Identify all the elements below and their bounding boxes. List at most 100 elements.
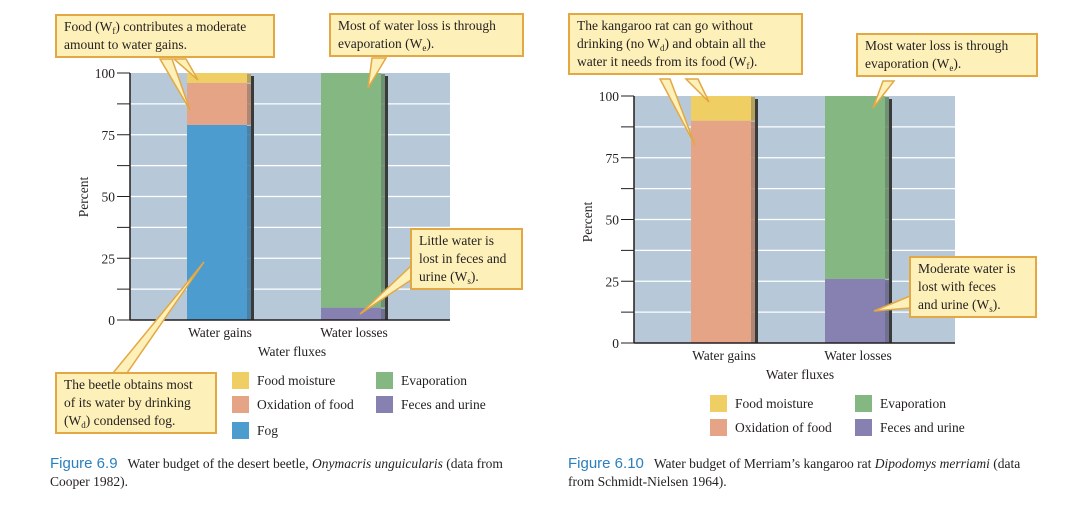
legend-label: Oxidation of food <box>735 419 832 435</box>
callout-line: (Wd) condensed fog. <box>64 412 208 430</box>
bar-side-food-moisture <box>751 97 755 121</box>
legend-item-oxidation: Oxidation of food <box>710 419 832 436</box>
callout-text: ). <box>426 36 435 51</box>
legend-label: Evaporation <box>880 395 946 411</box>
callout-line: lost with feces <box>918 278 1028 296</box>
x-category-label: Water gains <box>188 325 252 340</box>
bar-segment-oxidation <box>187 82 247 125</box>
callout-text: ) and obtain all the <box>664 36 766 51</box>
legend-swatch <box>232 396 249 413</box>
legend-swatch <box>376 396 393 413</box>
callout-pointer <box>158 58 191 111</box>
legend-item-fog: Fog <box>232 422 278 439</box>
callout-text: lost in feces and <box>419 251 507 266</box>
callout-line: amount to water gains. <box>64 36 266 54</box>
callout-text: Most of water loss is through <box>338 18 496 33</box>
caption-figure-6-9: Figure 6.9 Water budget of the desert bee… <box>50 455 503 489</box>
bar-segment-food-moisture <box>187 73 247 83</box>
legend-label: Food moisture <box>257 372 336 388</box>
callout-feces-loss: Little water is lost in feces and urine (W… <box>410 228 523 290</box>
callout-line: water it needs from its food (Wf). <box>577 53 794 71</box>
subscript: e <box>949 63 954 73</box>
legend-item-evaporation: Evaporation <box>855 395 946 412</box>
y-tick-label: 25 <box>102 251 116 266</box>
legend-item-evaporation: Evaporation <box>376 372 467 389</box>
callout-line: The beetle obtains most <box>64 376 208 394</box>
bar-side-evaporation <box>885 97 889 279</box>
legend-swatch <box>855 395 872 412</box>
callout-pointer <box>172 58 199 81</box>
legend-swatch <box>376 372 393 389</box>
bar-shadow <box>385 76 388 320</box>
bar-side-evaporation <box>381 74 385 308</box>
x-category-label: Water gains <box>692 348 756 363</box>
callout-text: The kangaroo rat can go without <box>577 18 753 33</box>
callout-text: water it needs from its food (W <box>577 54 747 69</box>
subscript: f <box>746 61 750 71</box>
x-category-label: Water losses <box>320 325 388 340</box>
callout-feces-loss-rat: Moderate water is lost with feces and urin… <box>909 256 1037 318</box>
bar-side-oxidation <box>751 121 755 343</box>
legend-label: Feces and urine <box>401 396 486 412</box>
subscript: f <box>112 26 116 36</box>
figure-label: Figure 6.10 <box>568 455 644 472</box>
bar-side-feces <box>885 279 889 343</box>
callout-text: urine (W <box>419 269 468 284</box>
callout-pointer <box>684 78 710 103</box>
caption-figure-6-10: Figure 6.10 Water budget of Merriam’s kan… <box>568 455 1021 489</box>
callout-text: amount to water gains. <box>64 37 187 52</box>
legend-label: Evaporation <box>401 372 467 388</box>
callout-line: Food (Wf) contributes a moderate <box>64 18 266 36</box>
callout-text: evaporation (W <box>865 56 950 71</box>
callout-line: and urine (Ws). <box>918 296 1028 314</box>
figure-label: Figure 6.9 <box>50 455 118 472</box>
x-axis-title: Water fluxes <box>766 367 834 382</box>
bar-side-fog <box>247 125 251 321</box>
callout-line: urine (Ws). <box>419 268 514 286</box>
legend-swatch <box>710 395 727 412</box>
bar-side-oxidation <box>247 83 251 125</box>
y-tick-label: 50 <box>102 190 116 205</box>
y-axis-title: Percent <box>76 177 91 218</box>
callout-text: lost with feces <box>918 279 996 294</box>
subscript: d <box>660 43 665 53</box>
callout-kangaroo-rat-food: The kangaroo rat can go without drinking … <box>568 13 803 75</box>
bar-segment-fog <box>187 124 247 321</box>
subscript: d <box>81 420 86 430</box>
bar-segment-evaporation <box>825 96 885 279</box>
bar-shadow <box>889 99 892 343</box>
callout-line: Most of water loss is through <box>338 17 515 35</box>
callout-text: (W <box>64 413 82 428</box>
y-tick-label: 50 <box>606 213 620 228</box>
callout-text: ) contributes a moderate <box>115 19 247 34</box>
x-category-label: Water losses <box>824 348 892 363</box>
subscript: s <box>989 304 993 314</box>
callout-text: and urine (W <box>918 297 990 312</box>
callout-text: ). <box>470 269 479 284</box>
callout-text: Moderate water is <box>918 261 1016 276</box>
callout-text: ). <box>749 54 758 69</box>
bar-segment-evaporation <box>321 73 381 308</box>
callout-text: of its water by drinking <box>64 395 191 410</box>
callout-pointer <box>658 78 696 146</box>
callout-line: lost in feces and <box>419 250 514 268</box>
legend-label: Food moisture <box>735 395 814 411</box>
y-tick-label: 75 <box>606 151 620 166</box>
y-tick-label: 75 <box>102 128 116 143</box>
callout-text: Food (W <box>64 19 113 34</box>
callout-line: Moderate water is <box>918 260 1028 278</box>
bar-side-food-moisture <box>247 74 251 83</box>
legend-item-feces: Feces and urine <box>376 396 486 413</box>
callout-line: evaporation (We). <box>338 35 515 53</box>
bar-segment-feces <box>321 307 381 320</box>
callout-line: of its water by drinking <box>64 394 208 412</box>
y-tick-label: 0 <box>612 336 619 351</box>
x-axis-title: Water fluxes <box>258 344 326 359</box>
bar-shadow <box>755 99 758 343</box>
callout-text: evaporation (W <box>338 36 423 51</box>
y-axis-title: Percent <box>580 202 595 243</box>
callout-line: The kangaroo rat can go without <box>577 17 794 35</box>
legend-swatch <box>232 422 249 439</box>
callout-pointer <box>872 80 896 109</box>
legend-item-food-moisture: Food moisture <box>710 395 813 412</box>
